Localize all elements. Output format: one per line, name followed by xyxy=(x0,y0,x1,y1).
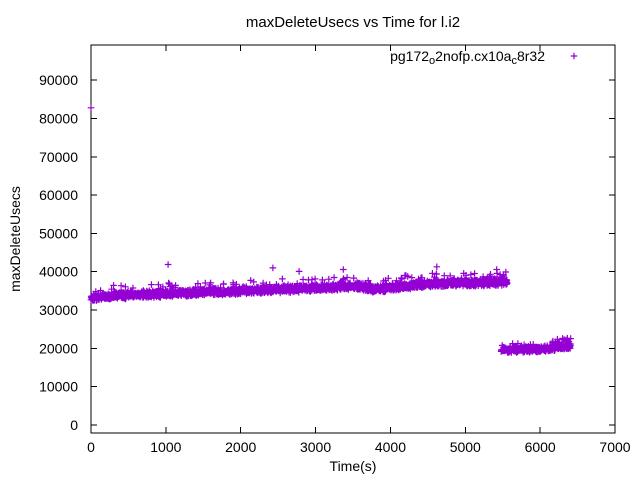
x-tick-label: 1000 xyxy=(150,439,181,455)
x-tick-label: 3000 xyxy=(300,439,331,455)
legend-label-part: pg172 xyxy=(390,48,429,64)
x-tick-label: 4000 xyxy=(375,439,406,455)
x-axis-label: Time(s) xyxy=(330,458,377,474)
legend-label-subscript: o xyxy=(429,55,435,67)
y-tick-label: 0 xyxy=(70,417,78,433)
legend-label-subscript: c xyxy=(511,55,517,67)
y-tick-label: 70000 xyxy=(39,149,78,165)
axis-tick-labels: 0 1000 2000 3000 4000 5000 6000 700001000020000… xyxy=(39,72,631,455)
y-tick-label: 10000 xyxy=(39,379,78,395)
x-tick-label: 2000 xyxy=(225,439,256,455)
y-tick-label: 20000 xyxy=(39,340,78,356)
legend-series-label: pg172o2nofp.cx10ac8r32 xyxy=(390,48,545,67)
x-tick-label: 0 xyxy=(87,439,95,455)
legend-label-part: 8r32 xyxy=(517,48,545,64)
y-tick-label: 50000 xyxy=(39,225,78,241)
x-tick-label: 5000 xyxy=(450,439,481,455)
y-tick-label: 40000 xyxy=(39,264,78,280)
x-tick-label: 7000 xyxy=(599,439,630,455)
y-tick-label: 60000 xyxy=(39,187,78,203)
axis-ticks xyxy=(90,45,616,433)
plot-border xyxy=(90,44,616,434)
x-tick-label: 6000 xyxy=(525,439,556,455)
legend: pg172o2nofp.cx10ac8r32 xyxy=(390,48,578,67)
chart-title: maxDeleteUsecs vs Time for l.i2 xyxy=(246,14,460,31)
legend-plus-marker-icon xyxy=(570,52,578,60)
y-axis-label: maxDeleteUsecs xyxy=(7,186,23,292)
y-tick-label: 80000 xyxy=(39,111,78,127)
scatter-points xyxy=(87,268,574,356)
y-tick-label: 30000 xyxy=(39,302,78,318)
y-tick-label: 90000 xyxy=(39,72,78,88)
scatter-outlier-points xyxy=(87,104,571,343)
legend-label-part: 2nofp.cx10a xyxy=(435,48,511,64)
